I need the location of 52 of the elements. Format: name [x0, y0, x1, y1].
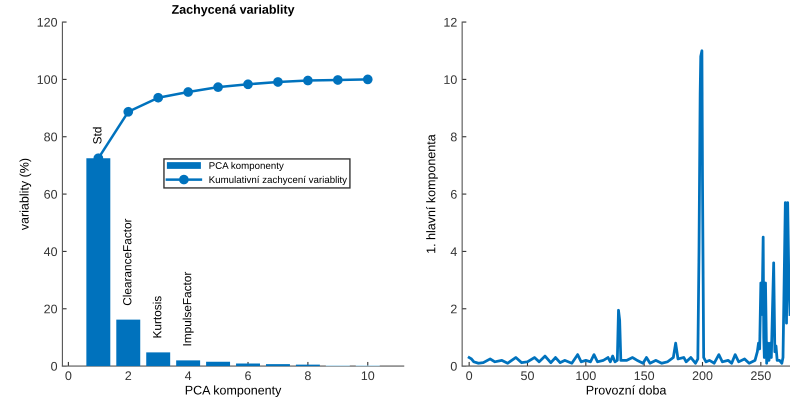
x-axis-title: Provozní doba [586, 385, 666, 395]
x-tick-label: 200 [692, 371, 712, 380]
y-tick-label: 6 [450, 190, 457, 199]
point [273, 77, 283, 87]
point [362, 74, 373, 84]
y-tick-label: 0 [51, 362, 58, 371]
y-tick-label: 60 [44, 190, 58, 199]
legend-label: PCA komponenty [209, 162, 284, 171]
x-tick-label: 4 [184, 371, 192, 380]
y-tick-label: 12 [444, 18, 457, 27]
x-axis-title: PCA komponenty [186, 385, 282, 398]
annotation: Std [92, 127, 102, 144]
line-series [468, 49, 790, 365]
y-tick-label: 8 [450, 132, 457, 142]
point [243, 79, 253, 90]
x-tick-label: 150 [634, 371, 654, 380]
y-tick-label: 100 [38, 75, 58, 84]
x-tick-label: 0 [65, 371, 72, 380]
x-tick-label: 8 [304, 371, 311, 380]
y-axis-title: 1. hlavní komponenta [426, 134, 438, 253]
x-tick-label: 2 [125, 371, 132, 380]
bar [206, 362, 230, 366]
annotation: ImpulseFactor [182, 272, 194, 346]
y-tick-label: 20 [44, 304, 58, 314]
bar [116, 320, 140, 366]
chart-title: Zachycená variablity [172, 4, 294, 16]
y-tick-label: 0 [450, 362, 457, 371]
point [183, 87, 194, 97]
annotation: ClearanceFactor [122, 218, 132, 306]
x-tick-label: 0 [466, 371, 472, 380]
x-tick-label: 6 [245, 371, 251, 380]
point [123, 106, 134, 117]
y-tick-label: 2 [450, 304, 457, 314]
bar [236, 364, 260, 366]
x-tick-label: 250 [751, 371, 771, 380]
y-axis-title: variablity (%) [19, 158, 32, 230]
legend-label: Kumulativní zachycení variablity [209, 176, 347, 185]
point [303, 76, 313, 86]
x-tick-label: 50 [521, 371, 534, 380]
y-tick-label: 120 [38, 18, 58, 27]
bar [146, 352, 170, 366]
y-tick-label: 4 [450, 247, 457, 256]
y-tick-label: 80 [44, 132, 58, 142]
annotation: Kurtosis [152, 296, 162, 338]
point [332, 75, 343, 85]
x-tick-label: 10 [362, 371, 374, 380]
point [213, 82, 223, 92]
y-tick-label: 10 [444, 75, 457, 84]
y-tick-label: 40 [44, 247, 58, 256]
bar [176, 360, 200, 366]
x-tick-label: 100 [576, 371, 596, 380]
point [153, 92, 164, 103]
